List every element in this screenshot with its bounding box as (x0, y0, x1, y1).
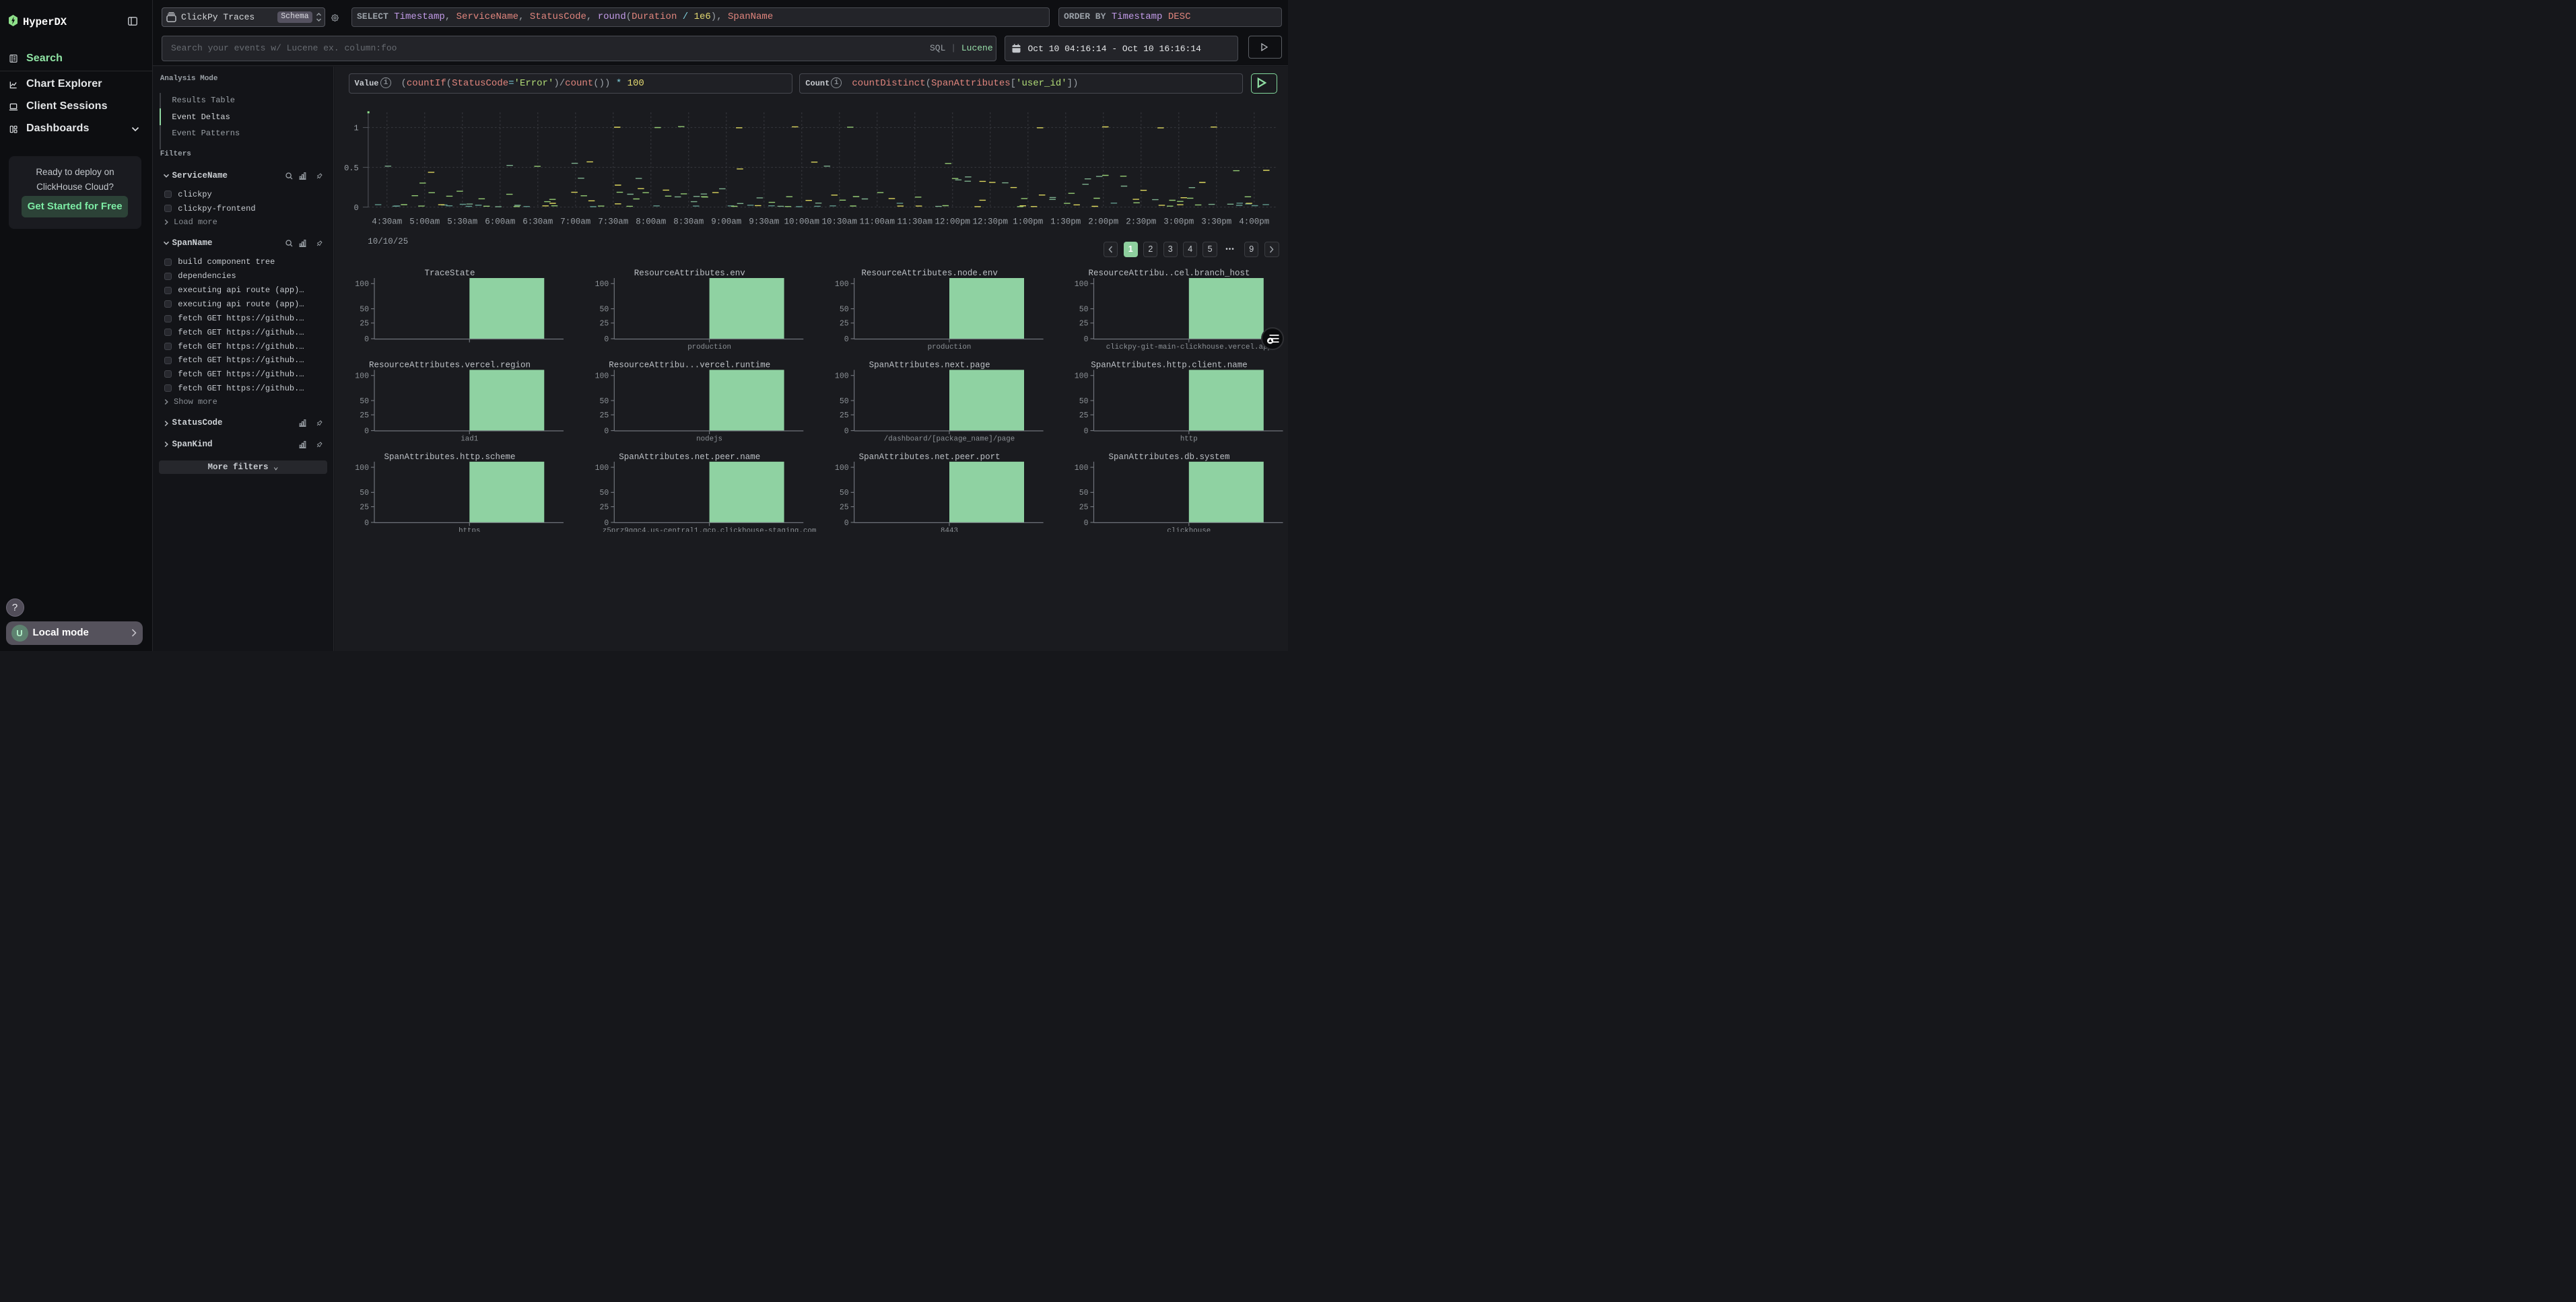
svg-text:10/10/25: 10/10/25 (368, 237, 408, 246)
svg-text:ResourceAttributes.env: ResourceAttributes.env (634, 269, 746, 278)
svg-text:25: 25 (360, 411, 369, 420)
svg-text:25: 25 (599, 411, 609, 420)
svg-text:50: 50 (1079, 489, 1089, 498)
svg-text:50: 50 (599, 305, 609, 314)
svg-text:SpanAttributes.net.peer.name: SpanAttributes.net.peer.name (619, 452, 760, 462)
svg-text:7:00am: 7:00am (560, 217, 590, 226)
svg-text:https: https (459, 527, 480, 532)
svg-text:2:00pm: 2:00pm (1088, 217, 1118, 226)
svg-text:0: 0 (1084, 427, 1089, 436)
svg-text:1: 1 (353, 124, 358, 133)
svg-text:ResourceAttribu...vercel.runti: ResourceAttribu...vercel.runtime (609, 361, 770, 370)
svg-text:50: 50 (840, 305, 849, 314)
svg-text:50: 50 (840, 489, 849, 498)
svg-text:6:30am: 6:30am (522, 217, 553, 226)
svg-text:3:00pm: 3:00pm (1163, 217, 1194, 226)
svg-text:clickhouse: clickhouse (1167, 527, 1211, 532)
svg-text:6:00am: 6:00am (485, 217, 515, 226)
svg-text:12:30pm: 12:30pm (973, 217, 1009, 226)
svg-text:50: 50 (840, 397, 849, 406)
svg-text:100: 100 (595, 372, 609, 381)
svg-text:10:30am: 10:30am (822, 217, 858, 226)
svg-text:50: 50 (360, 397, 369, 406)
svg-text:100: 100 (835, 464, 849, 473)
svg-text:0: 0 (364, 335, 369, 344)
svg-text:clickpy-git-main-clickhouse.ve: clickpy-git-main-clickhouse.vercel.app (1106, 343, 1272, 351)
svg-text:/dashboard/[package_name]/page: /dashboard/[package_name]/page (884, 436, 1015, 444)
svg-text:0: 0 (604, 519, 609, 528)
svg-text:8:00am: 8:00am (636, 217, 666, 226)
svg-text:ResourceAttributes.vercel.regi: ResourceAttributes.vercel.region (369, 361, 531, 370)
svg-text:50: 50 (360, 489, 369, 498)
svg-text:SpanAttributes.http.client.nam: SpanAttributes.http.client.name (1091, 361, 1248, 370)
svg-text:25: 25 (599, 503, 609, 512)
svg-text:50: 50 (599, 489, 609, 498)
svg-text:10:00am: 10:00am (784, 217, 820, 226)
svg-text:0: 0 (604, 427, 609, 436)
svg-text:100: 100 (355, 464, 369, 473)
svg-text:50: 50 (360, 305, 369, 314)
svg-text:100: 100 (595, 464, 609, 473)
svg-text:0: 0 (1084, 519, 1089, 528)
svg-text:5:00am: 5:00am (409, 217, 440, 226)
svg-text:25: 25 (1079, 503, 1089, 512)
svg-text:50: 50 (1079, 397, 1089, 406)
svg-text:0: 0 (844, 519, 849, 528)
svg-text:100: 100 (355, 280, 369, 289)
svg-text:50: 50 (599, 397, 609, 406)
svg-text:TraceState: TraceState (424, 269, 475, 278)
svg-text:3:30pm: 3:30pm (1201, 217, 1231, 226)
svg-text:25: 25 (1079, 320, 1089, 329)
svg-text:0: 0 (844, 427, 849, 436)
svg-text:iad1: iad1 (461, 436, 478, 444)
svg-text:http: http (1180, 436, 1198, 444)
svg-text:9:00am: 9:00am (711, 217, 741, 226)
svg-text:0: 0 (1084, 335, 1089, 344)
svg-text:4:30am: 4:30am (372, 217, 402, 226)
svg-text:100: 100 (1075, 464, 1089, 473)
svg-text:50: 50 (1079, 305, 1089, 314)
svg-text:SpanAttributes.next.page: SpanAttributes.next.page (869, 361, 990, 370)
svg-text:7:30am: 7:30am (598, 217, 628, 226)
svg-text:production: production (687, 343, 731, 351)
svg-text:25: 25 (360, 320, 369, 329)
svg-text:25: 25 (360, 503, 369, 512)
svg-text:0: 0 (364, 427, 369, 436)
svg-text:25: 25 (840, 411, 849, 420)
svg-text:25: 25 (840, 503, 849, 512)
svg-text:100: 100 (835, 280, 849, 289)
svg-text:1:00pm: 1:00pm (1013, 217, 1043, 226)
svg-text:100: 100 (1075, 280, 1089, 289)
svg-text:25: 25 (599, 320, 609, 329)
svg-text:11:30am: 11:30am (897, 217, 933, 226)
svg-text:11:00am: 11:00am (860, 217, 895, 226)
svg-text:0: 0 (604, 335, 609, 344)
svg-text:8443: 8443 (941, 527, 958, 532)
svg-text:8:30am: 8:30am (673, 217, 704, 226)
svg-text:z5prz9ggc4.us-central1.gcp.cli: z5prz9ggc4.us-central1.gcp.clickhouse-st… (603, 527, 816, 532)
svg-text:12:00pm: 12:00pm (935, 217, 971, 226)
svg-text:100: 100 (835, 372, 849, 381)
svg-text:25: 25 (840, 320, 849, 329)
svg-text:5:30am: 5:30am (447, 217, 477, 226)
svg-text:9:30am: 9:30am (749, 217, 779, 226)
svg-text:ResourceAttributes.node.env: ResourceAttributes.node.env (861, 269, 998, 278)
svg-text:nodejs: nodejs (696, 436, 722, 444)
svg-text:SpanAttributes.db.system: SpanAttributes.db.system (1108, 452, 1229, 462)
svg-text:ResourceAttribu..cel.branch_ho: ResourceAttribu..cel.branch_host (1088, 269, 1250, 278)
svg-text:100: 100 (595, 280, 609, 289)
svg-text:0.5: 0.5 (344, 164, 359, 173)
svg-text:2:30pm: 2:30pm (1126, 217, 1156, 226)
svg-text:0: 0 (353, 203, 358, 213)
svg-text:production: production (928, 343, 972, 351)
svg-text:0: 0 (844, 335, 849, 344)
svg-text:25: 25 (1079, 411, 1089, 420)
svg-text:100: 100 (355, 372, 369, 381)
svg-text:SpanAttributes.net.peer.port: SpanAttributes.net.peer.port (859, 452, 1001, 462)
svg-text:0: 0 (364, 519, 369, 528)
svg-text:1:30pm: 1:30pm (1050, 217, 1081, 226)
svg-text:100: 100 (1075, 372, 1089, 381)
svg-text:4:00pm: 4:00pm (1239, 217, 1269, 226)
svg-text:SpanAttributes.http.scheme: SpanAttributes.http.scheme (384, 452, 515, 462)
